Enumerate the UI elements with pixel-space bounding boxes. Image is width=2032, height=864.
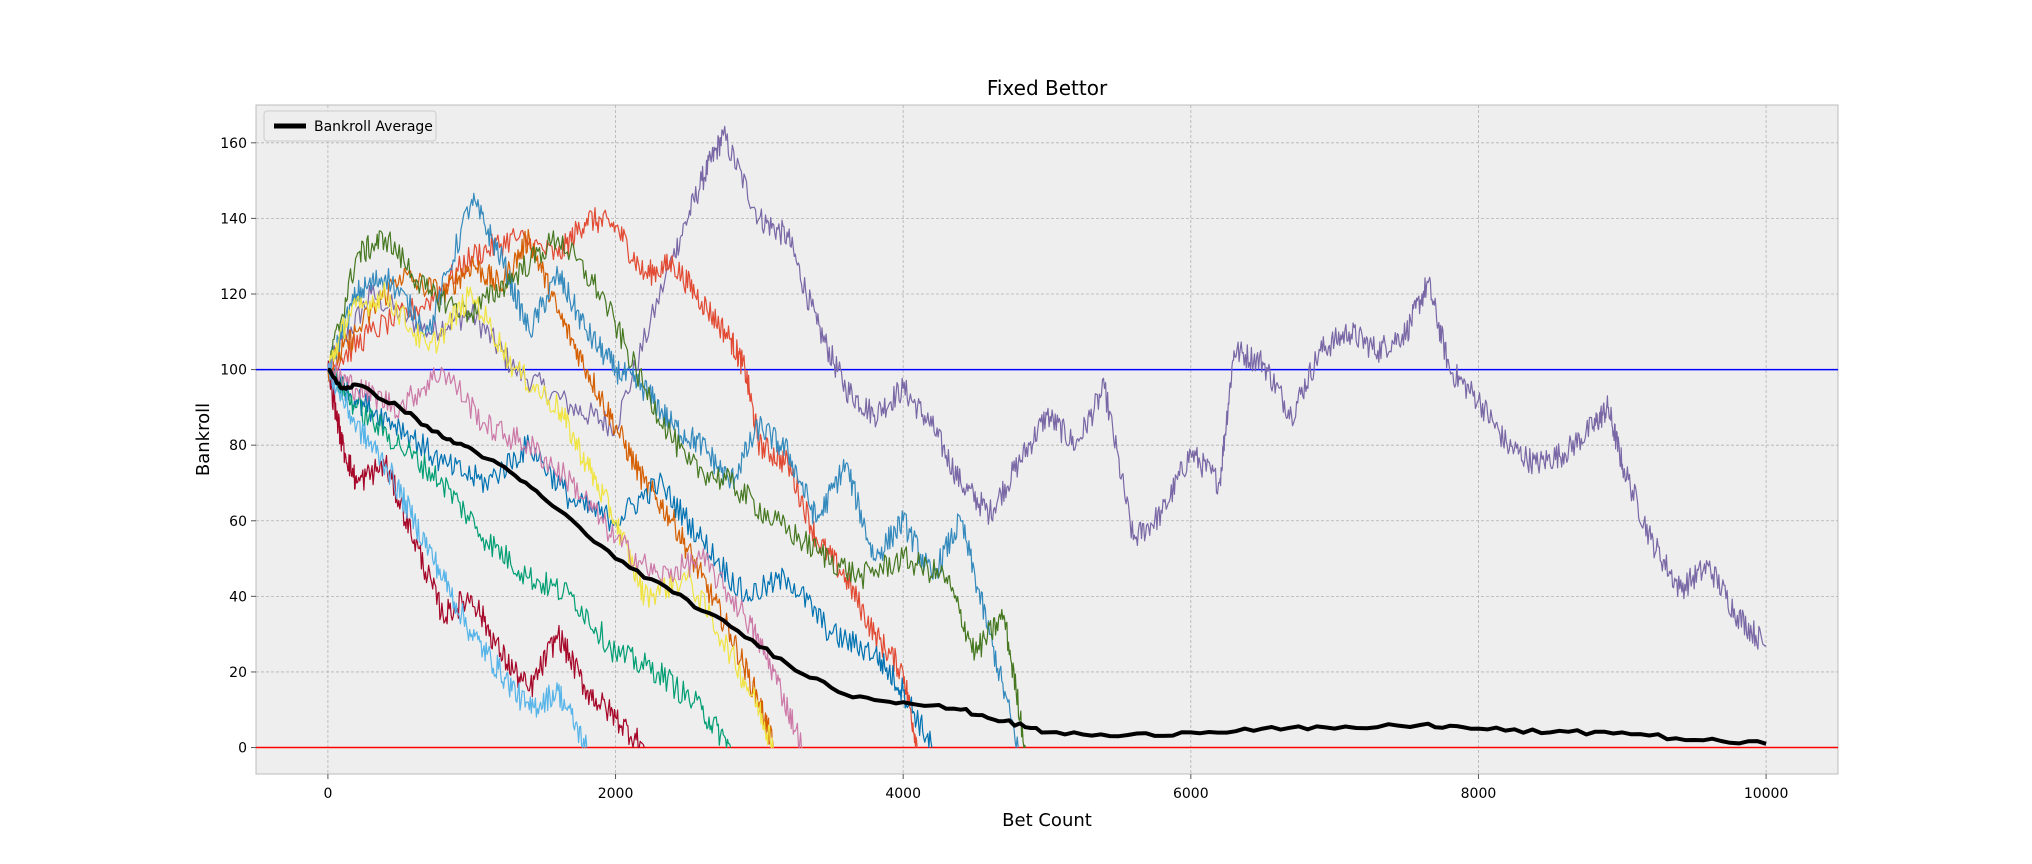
x-tick-label: 2000 [598, 786, 634, 802]
series-line-run-green-a [327, 230, 1026, 749]
series-line-run-yellow [327, 281, 774, 749]
x-tick-label: 10000 [1744, 786, 1789, 802]
series-line-run-blue-b [327, 360, 933, 749]
y-tick-label: 120 [220, 287, 247, 303]
y-axis-label: Bankroll [193, 403, 214, 476]
x-tick-label: 8000 [1461, 786, 1497, 802]
y-tick-label: 160 [220, 136, 247, 152]
series-line-run-orange [327, 207, 919, 749]
series-lines [327, 125, 1767, 749]
y-tick-label: 80 [229, 438, 247, 454]
legend-box [263, 110, 437, 142]
legend-label-bankroll-average: Bankroll Average [314, 119, 433, 135]
series-line-run-skyblue [327, 362, 588, 749]
x-tick-label: 6000 [1173, 786, 1209, 802]
series-line-bankroll-average [327, 367, 1767, 746]
y-tick-label: 0 [238, 741, 247, 757]
y-tick-label: 140 [220, 211, 247, 227]
series-line-run-blue-a [327, 192, 1019, 749]
y-tick-label: 40 [229, 589, 247, 605]
chart-title: Fixed Bettor [987, 76, 1108, 100]
series-line-run-red [327, 360, 645, 749]
x-axis-label: Bet Count [1002, 810, 1092, 831]
x-tick-label: 4000 [885, 786, 921, 802]
y-tick-label: 20 [229, 665, 247, 681]
legend: Bankroll Average [263, 110, 437, 142]
y-tick-label: 100 [220, 363, 247, 379]
plot-area [255, 104, 1839, 775]
y-tick-label: 60 [229, 514, 247, 530]
x-tick-label: 0 [323, 786, 332, 802]
axis-ticks: 0 2000 4000 6000 8000 10000 0 20 40 60 80 100 120 140… [220, 136, 1788, 802]
series-line-run-green-b [327, 360, 732, 749]
series-line-run-purple [327, 125, 1767, 650]
